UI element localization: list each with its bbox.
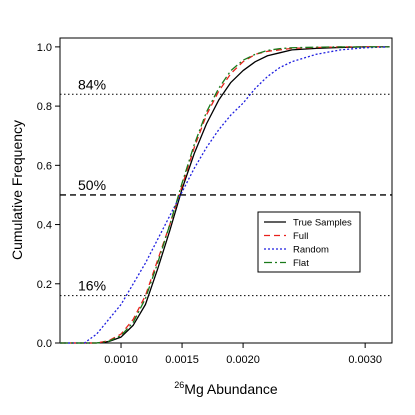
y-tick-label: 0.0	[37, 338, 52, 350]
x-tick-label: 0.0020	[226, 354, 260, 366]
x-axis-title-main: Mg Abundance	[184, 381, 278, 397]
x-tick-label: 0.0015	[165, 354, 199, 366]
x-tick-label: 0.0010	[104, 354, 138, 366]
legend-label-random: Random	[293, 245, 329, 256]
legend-label-true-samples: True Samples	[293, 218, 352, 229]
x-tick-label: 0.0030	[348, 354, 382, 366]
x-axis-title: 26Mg Abundance	[174, 380, 278, 397]
reference-label-84: 84%	[78, 76, 106, 92]
legend-label-full: Full	[293, 231, 308, 242]
y-tick-label: 0.8	[37, 101, 52, 113]
series-line-flat	[60, 46, 390, 344]
reference-label-50: 50%	[78, 177, 106, 193]
y-tick-label: 0.4	[37, 220, 52, 232]
series-line-full	[60, 46, 390, 344]
plot-frame	[59, 37, 393, 344]
x-axis-title-superscript: 26	[174, 380, 184, 390]
series-line-random	[60, 46, 390, 344]
y-tick-label: 0.2	[37, 279, 52, 291]
y-axis: 0.0 0.2 0.4 0.6 0.8 1.0	[37, 42, 60, 350]
y-axis-title: Cumulative Frequency	[9, 120, 25, 260]
y-tick-label: 1.0	[37, 42, 52, 54]
legend-label-flat: Flat	[293, 258, 309, 269]
x-axis: 0.0010 0.0015 0.0020 0.0030	[104, 343, 382, 366]
series-line-true-samples	[60, 46, 390, 344]
series-lines	[60, 46, 390, 344]
reference-label-16: 16%	[78, 278, 106, 294]
legend: True Samples Full Random Flat	[257, 211, 361, 273]
y-tick-label: 0.6	[37, 160, 52, 172]
reference-lines: 84% 50% 16%	[60, 76, 392, 297]
